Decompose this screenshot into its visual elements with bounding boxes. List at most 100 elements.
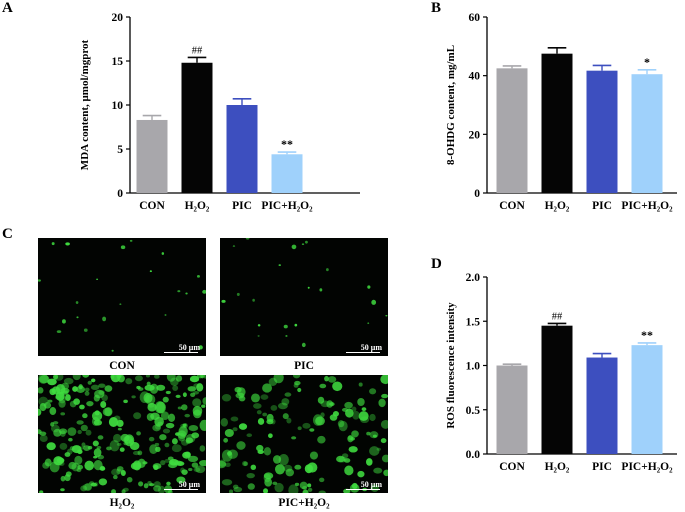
fluorescent-cell [39, 375, 50, 384]
fluorescent-cell [326, 268, 329, 272]
fluorescent-cell [253, 403, 262, 409]
fluorescent-cell [369, 413, 376, 422]
y-tick-label: 1.0 [466, 361, 481, 373]
fluorescent-cell [97, 454, 105, 460]
y-tick-label: 20 [112, 12, 124, 24]
fluorescent-cell [181, 404, 188, 411]
fluorescent-cell [291, 244, 297, 250]
fluorescent-cell [120, 433, 130, 442]
fluorescent-cell [380, 375, 388, 385]
x-tick-label: H₂O₂ [545, 461, 570, 473]
fluorescent-cell [65, 242, 70, 246]
significance-label: ## [192, 45, 203, 56]
fluorescent-cell [274, 464, 285, 475]
fluorescent-cell [169, 460, 174, 464]
fluorescent-cell [291, 436, 297, 440]
fluorescent-cell [288, 484, 299, 493]
fluorescent-cell [195, 465, 206, 474]
fluorescent-cell [274, 482, 284, 493]
fluorescent-cell [263, 447, 272, 456]
micrograph-label-h2o2: H₂O₂ [109, 497, 135, 509]
fluorescent-cell [319, 383, 327, 389]
fluorescent-cell [241, 461, 248, 467]
x-tick-label: H₂O₂ [185, 200, 210, 212]
panel-letter-b: B [431, 0, 442, 16]
fluorescent-cell [93, 448, 102, 458]
scale-bar-pic [346, 352, 380, 353]
fluorescent-cell [74, 455, 83, 465]
fluorescent-cell [196, 275, 200, 278]
fluorescent-cell [221, 394, 232, 402]
fluorescent-cell [160, 411, 170, 421]
fluorescent-cell [164, 458, 171, 463]
fluorescent-cell [367, 285, 371, 289]
fluorescent-cell [92, 440, 99, 447]
fluorescent-cell [332, 411, 339, 417]
fluorescent-cell [171, 438, 178, 445]
fluorescent-cell [358, 411, 369, 421]
y-tick-label: 40 [469, 71, 481, 83]
fluorescent-cell [278, 453, 289, 466]
y-axis-label: MDA content, μmol/mgprot [79, 39, 91, 170]
fluorescent-cell [257, 418, 265, 425]
y-axis-label: ROS fluorescence intensity [445, 302, 457, 429]
bar [586, 70, 618, 193]
fluorescent-cell [187, 386, 197, 392]
fluorescent-cell [341, 407, 349, 412]
fluorescent-cell [220, 418, 228, 427]
bar [631, 345, 663, 454]
fluorescent-cell [297, 426, 302, 431]
fluorescent-cell [75, 301, 79, 304]
fluorescent-cell [60, 488, 65, 492]
fluorescent-cell [372, 434, 377, 438]
fluorescent-cell [47, 399, 53, 403]
fluorescent-cell [344, 465, 354, 476]
fluorescent-cell [351, 430, 359, 438]
fluorescent-cell [77, 429, 82, 435]
fluorescent-cell [91, 416, 100, 426]
fluorescent-cell [104, 407, 113, 417]
fluorescent-cell [165, 422, 175, 429]
fluorescent-cell [380, 438, 387, 444]
fluorescent-cell [51, 242, 55, 246]
fluorescent-cell [268, 433, 273, 439]
fluorescent-cell [257, 324, 261, 327]
fluorescent-cell [277, 402, 288, 410]
fluorescent-cell [126, 476, 133, 483]
fluorescent-cell [129, 239, 133, 242]
fluorescent-cell [159, 434, 167, 441]
fluorescent-cell [133, 412, 142, 420]
fluorescent-cell [309, 451, 319, 460]
fluorescent-cell [357, 397, 365, 407]
fluorescent-cell [60, 412, 66, 416]
fluorescent-cell [86, 400, 94, 407]
fluorescent-cell [120, 245, 126, 250]
fluorescent-cell [349, 483, 360, 493]
fluorescent-cell [232, 245, 236, 247]
significance-label: ** [281, 137, 293, 151]
fluorescent-cell [238, 423, 248, 430]
fluorescent-cell [285, 468, 295, 477]
fluorescent-cell [93, 482, 99, 487]
fluorescent-cell [180, 467, 185, 473]
fluorescent-cell [378, 398, 386, 408]
fluorescent-cell [147, 403, 155, 408]
fluorescent-cell [65, 394, 71, 401]
fluorescent-cell [236, 441, 246, 450]
bar [541, 53, 573, 193]
fluorescent-cell [162, 396, 169, 403]
bar [496, 365, 528, 454]
fluorescent-cell [336, 455, 345, 463]
fluorescent-cell [123, 399, 128, 404]
fluorescent-cell [317, 396, 325, 404]
fluorescent-cell [202, 397, 206, 405]
fluorescent-cell [263, 488, 269, 493]
fluorescent-cell [121, 489, 126, 493]
fluorescent-cell [144, 384, 155, 391]
fluorescent-cell [76, 316, 79, 319]
fluorescent-cell [69, 446, 75, 451]
fluorescent-cell [189, 375, 200, 383]
fluorescent-cell [96, 278, 99, 280]
fluorescent-cell [351, 406, 357, 412]
micrograph-pic-h2o2: 50 μm [220, 375, 388, 493]
